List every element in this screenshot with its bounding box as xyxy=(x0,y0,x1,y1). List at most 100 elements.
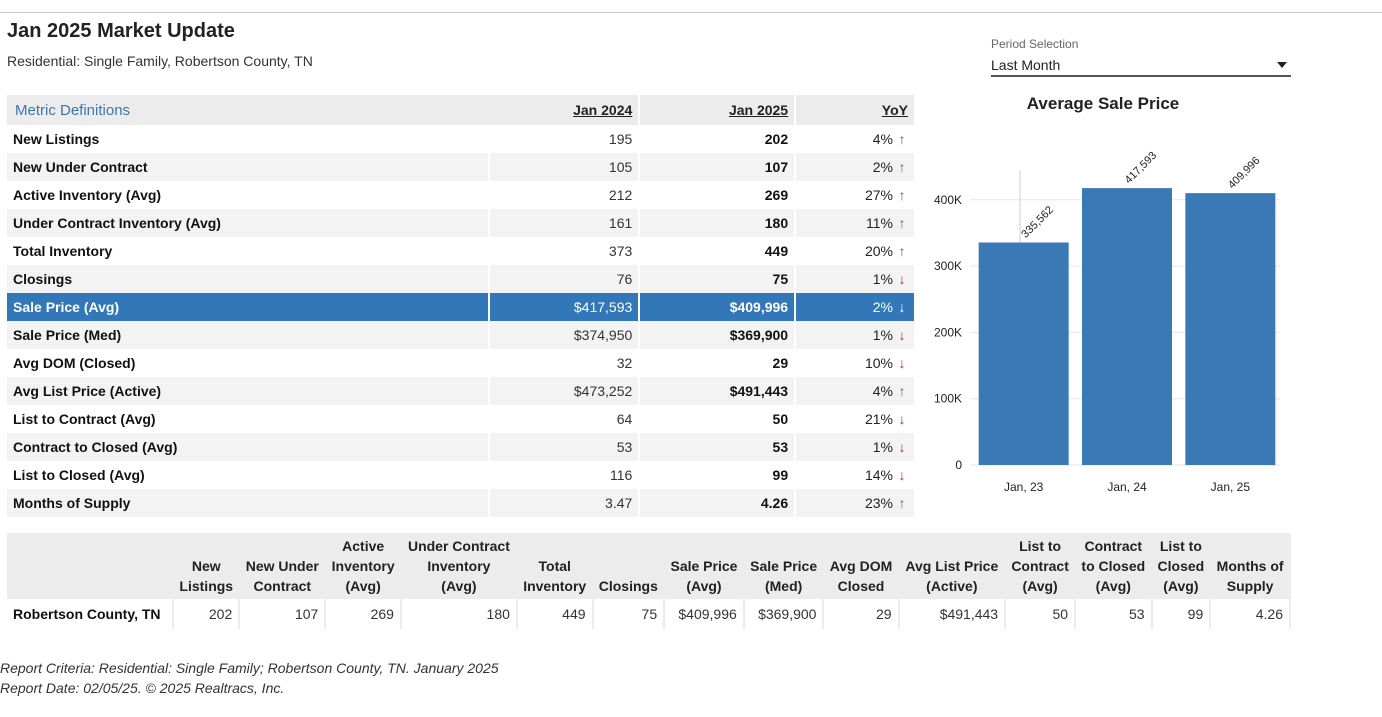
metric-prev-value: 76 xyxy=(489,265,641,293)
metric-name: Under Contract Inventory (Avg) xyxy=(7,209,491,237)
metric-yoy: 23% ↑ xyxy=(795,489,916,517)
bar xyxy=(978,242,1069,465)
metric-prev-value: $473,252 xyxy=(489,377,641,405)
metric-row[interactable]: Avg DOM (Closed) 32 29 10% ↓ xyxy=(7,349,916,377)
summary-header-line: Contract xyxy=(253,578,312,594)
metric-cur-value: 4.26 xyxy=(639,489,797,517)
summary-header-cell: List to Closed (Avg) xyxy=(1151,533,1212,599)
summary-header-cell: Closings xyxy=(592,533,666,599)
metric-row[interactable]: List to Contract (Avg) 64 50 21% ↓ xyxy=(7,405,916,433)
sort-yoy[interactable]: YoY xyxy=(881,102,908,118)
summary-header-line: Contract xyxy=(1011,558,1069,574)
arrow-up-icon: ↑ xyxy=(898,243,906,259)
metric-name: Closings xyxy=(7,265,491,293)
metric-row[interactable]: Months of Supply 3.47 4.26 23% ↑ xyxy=(7,489,916,517)
metric-cur-value: 107 xyxy=(639,153,797,181)
metric-cur-value: 269 xyxy=(639,181,797,209)
metric-row[interactable]: Active Inventory (Avg) 212 269 27% ↑ xyxy=(7,181,916,209)
arrow-up-icon: ↑ xyxy=(898,495,906,511)
arrow-down-icon: ↓ xyxy=(898,411,906,427)
metric-row[interactable]: Contract to Closed (Avg) 53 53 1% ↓ xyxy=(7,433,916,461)
chart-title: Average Sale Price xyxy=(1026,94,1180,113)
summary-header-line: Avg DOM xyxy=(829,558,893,574)
metric-cur-value: 449 xyxy=(639,237,797,265)
metric-cur-value: 99 xyxy=(639,461,797,489)
summary-header-line: Supply xyxy=(1226,578,1274,594)
metric-cur-value: 75 xyxy=(639,265,797,293)
summary-header-cell: Avg List Price (Active) xyxy=(898,533,1007,599)
period-selection: Period Selection Last Month xyxy=(991,37,1291,77)
summary-header-line: (Active) xyxy=(926,578,978,594)
summary-header-line: (Avg) xyxy=(345,578,381,594)
metric-row[interactable]: Total Inventory 373 449 20% ↑ xyxy=(7,237,916,265)
summary-table: New Listings New Under Contract Active Invent… xyxy=(7,533,1291,629)
yoy-value: 27% xyxy=(864,187,893,203)
arrow-down-icon: ↓ xyxy=(898,299,906,315)
period-select-value: Last Month xyxy=(991,57,1061,73)
metric-row[interactable]: Avg List Price (Active) $473,252 $491,443 4… xyxy=(7,377,916,405)
period-selection-label: Period Selection xyxy=(991,37,1079,51)
sort-cur-year[interactable]: Jan 2025 xyxy=(728,102,789,118)
metric-row[interactable]: Sale Price (Med) $374,950 $369,900 1% ↓ xyxy=(7,321,916,349)
summary-header-line: (Avg) xyxy=(441,578,477,594)
metric-name: New Under Contract xyxy=(7,153,491,181)
summary-header-line: Sale Price xyxy=(750,558,818,574)
page-title: Jan 2025 Market Update xyxy=(7,20,235,42)
summary-header-line: Listings xyxy=(179,578,234,594)
yoy-value: 1% xyxy=(872,327,893,343)
metrics-body: New Listings 195 202 4% ↑ New Under Contract 1… xyxy=(7,125,916,517)
arrow-up-icon: ↑ xyxy=(898,215,906,231)
metric-yoy: 2% ↑ xyxy=(795,153,916,181)
metric-row[interactable]: Sale Price (Avg) $417,593 $409,996 2% ↓ xyxy=(7,293,916,321)
metric-name: Active Inventory (Avg) xyxy=(7,181,491,209)
yoy-value: 2% xyxy=(872,299,893,315)
metric-row[interactable]: Closings 76 75 1% ↓ xyxy=(7,265,916,293)
metric-prev-value: 64 xyxy=(489,405,641,433)
summary-value: 4.26 xyxy=(1210,599,1291,629)
summary-header-line: (Avg) xyxy=(686,578,722,594)
metric-row[interactable]: New Under Contract 105 107 2% ↑ xyxy=(7,153,916,181)
metric-name: Sale Price (Avg) xyxy=(7,293,491,321)
summary-header-line: Sale Price xyxy=(670,558,738,574)
metric-cur-value: 202 xyxy=(639,125,797,153)
yoy-value: 14% xyxy=(864,467,893,483)
data-label: 417,593 xyxy=(1123,150,1160,187)
metric-prev-value: 161 xyxy=(489,209,641,237)
yoy-value: 20% xyxy=(864,243,893,259)
summary-header-cell: Total Inventory xyxy=(516,533,594,599)
metric-cur-value: $491,443 xyxy=(639,377,797,405)
period-select-dropdown[interactable]: Last Month xyxy=(991,56,1291,77)
summary-header-cell: Avg DOM Closed xyxy=(823,533,900,599)
summary-header-line: New Under xyxy=(245,558,319,574)
yoy-value: 21% xyxy=(864,411,893,427)
metric-name: Contract to Closed (Avg) xyxy=(7,433,491,461)
metric-yoy: 20% ↑ xyxy=(795,237,916,265)
arrow-down-icon: ↓ xyxy=(898,439,906,455)
summary-value: $491,443 xyxy=(898,599,1007,629)
summary-value: 180 xyxy=(400,599,518,629)
metric-yoy: 1% ↓ xyxy=(795,265,916,293)
metrics-table: Metric Definitions Jan 2024 Jan 2025 YoY… xyxy=(7,95,916,517)
metric-name: Avg DOM (Closed) xyxy=(7,349,491,377)
metric-row[interactable]: List to Closed (Avg) 116 99 14% ↓ xyxy=(7,461,916,489)
summary-header-line: Closings xyxy=(598,578,658,594)
data-label: 409,996 xyxy=(1226,155,1263,192)
arrow-down-icon: ↓ xyxy=(898,467,906,483)
bar xyxy=(1082,188,1172,465)
summary-header-line: List to xyxy=(1159,538,1202,554)
metric-name: Months of Supply xyxy=(7,489,491,517)
sort-prev-year[interactable]: Jan 2024 xyxy=(573,102,633,118)
metric-row[interactable]: New Listings 195 202 4% ↑ xyxy=(7,125,916,153)
arrow-down-icon: ↓ xyxy=(898,355,906,371)
report-date: Report Date: 02/05/25. © 2025 Realtracs,… xyxy=(0,680,285,696)
metric-row[interactable]: Under Contract Inventory (Avg) 161 180 11% ↑ xyxy=(7,209,916,237)
summary-header-line: to Closed xyxy=(1081,558,1146,574)
summary-header-line: Under Contract xyxy=(407,538,510,554)
metric-definitions-link[interactable]: Metric Definitions xyxy=(15,101,131,119)
metric-cur-value: 50 xyxy=(639,405,797,433)
page-subtitle: Residential: Single Family, Robertson Co… xyxy=(7,53,313,69)
y-tick-label: 100K xyxy=(934,392,962,406)
summary-header-line: (Avg) xyxy=(1022,578,1058,594)
metric-name: List to Closed (Avg) xyxy=(7,461,491,489)
x-tick-label: Jan, 23 xyxy=(1004,480,1044,494)
